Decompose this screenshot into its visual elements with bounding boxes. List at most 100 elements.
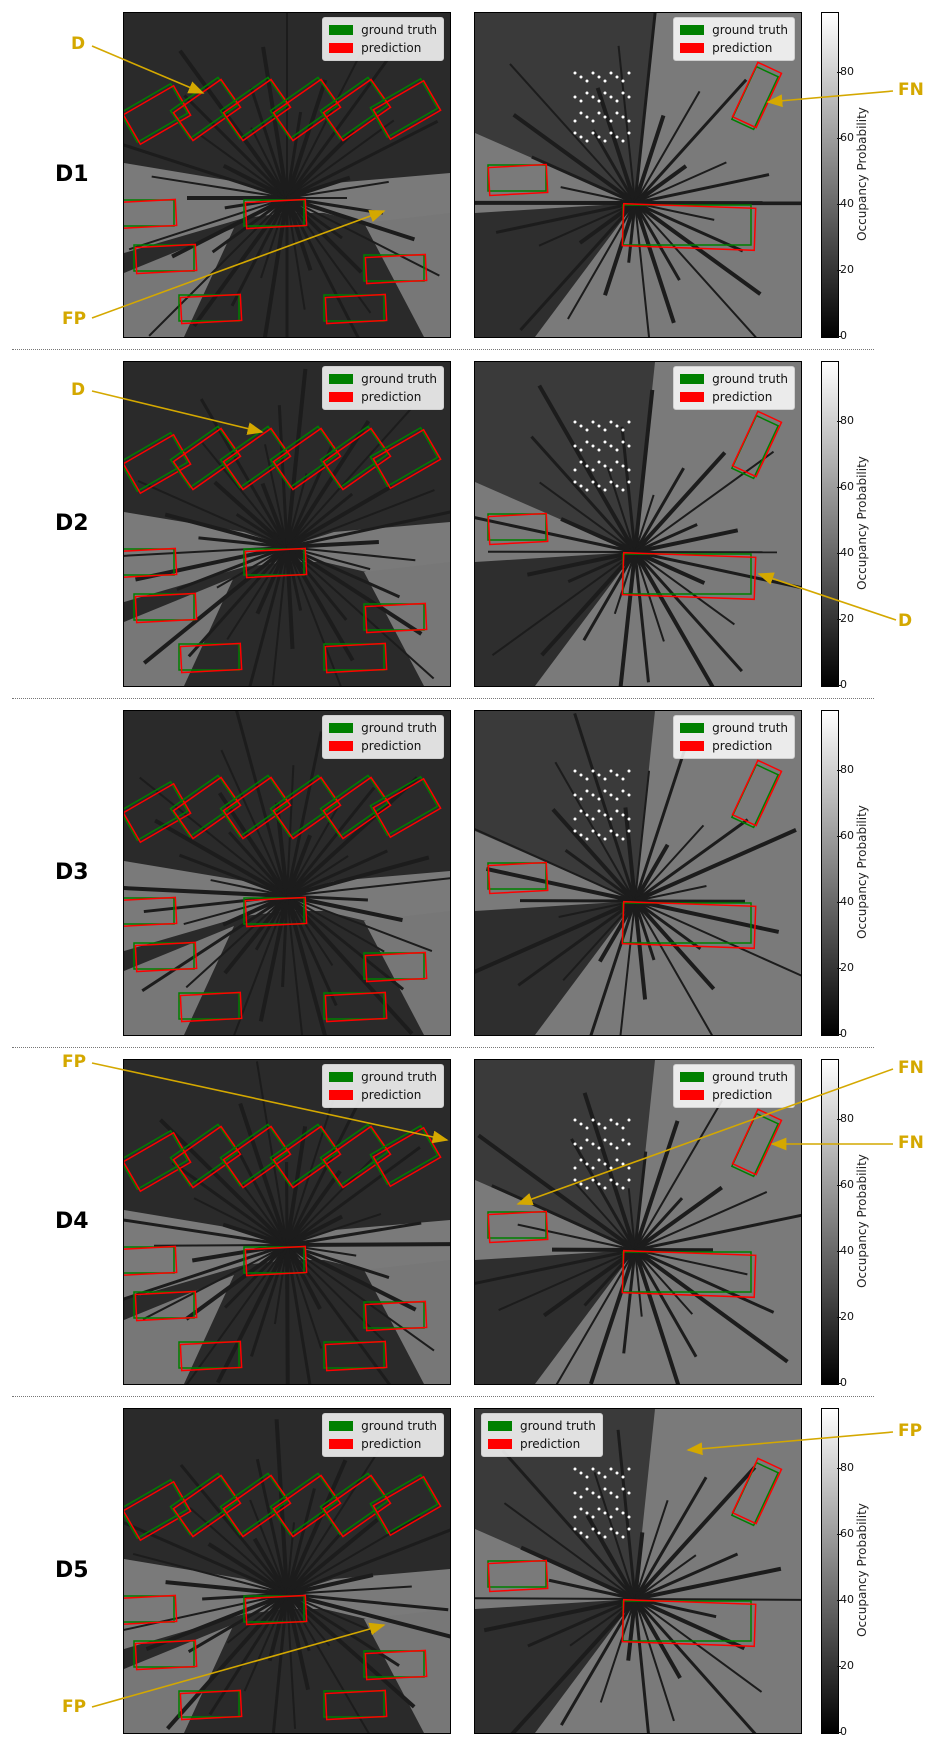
lidar-point [574,818,577,821]
lidar-point [616,810,619,813]
legend-swatch-red [680,1090,704,1100]
lidar-point [622,790,625,793]
legend-label: ground truth [520,1419,596,1433]
lidar-point [574,1143,577,1146]
lidar-point [598,834,601,837]
lidar-point [580,1183,583,1186]
lidar-point [628,794,631,797]
legend: ground truth prediction [322,1064,444,1108]
lidar-point [610,96,613,99]
lidar-point [622,465,625,468]
lidar-point [628,1528,631,1531]
lidar-point [604,814,607,817]
lidar-point [598,1123,601,1126]
lidar-point [580,1508,583,1511]
annotation-label: FN [898,1058,924,1078]
lidar-point [610,421,613,424]
map-canvas [124,362,450,686]
legend-label: prediction [712,1088,772,1102]
legend-item-prediction: prediction [488,1435,596,1453]
lidar-point [622,429,625,432]
lidar-point [610,481,613,484]
lidar-point [616,1159,619,1162]
annotation-label: FN [898,80,924,100]
lidar-point [622,140,625,143]
legend-item-ground-truth: ground truth [329,719,437,737]
lidar-ray [475,1598,635,1599]
lidar-point [586,429,589,432]
map-canvas [475,1060,801,1384]
lidar-point [592,794,595,797]
lidar-point [580,1472,583,1475]
row-d5: D5 ground truth prediction ground truth … [0,1396,931,1745]
lidar-point [622,1512,625,1515]
lidar-point [586,1127,589,1130]
lidar-point [610,445,613,448]
map-canvas [475,1409,801,1733]
lidar-point [622,441,625,444]
legend-label: ground truth [361,372,437,386]
lidar-point [616,425,619,428]
lidar-point [610,120,613,123]
lidar-point [616,112,619,115]
colorbar-tick-label: 0 [840,678,847,691]
lidar-point [592,1167,595,1170]
colorbar-tick-label: 80 [840,65,854,78]
colorbar-tick-label: 80 [840,414,854,427]
row-d1: D1 ground truth prediction ground truth … [0,0,931,349]
legend-label: ground truth [712,372,788,386]
lidar-point [604,838,607,841]
legend-item-ground-truth: ground truth [680,21,788,39]
lidar-point [616,449,619,452]
lidar-point [604,140,607,143]
legend-item-ground-truth: ground truth [329,21,437,39]
lidar-point [598,76,601,79]
lidar-point [628,818,631,821]
legend-swatch-red [680,43,704,53]
occupancy-map-right: ground truth prediction [474,1408,802,1734]
lidar-point [604,1488,607,1491]
lidar-point [610,1492,613,1495]
annotation-label: FP [898,1421,922,1441]
lidar-point [622,1127,625,1130]
lidar-point [574,96,577,99]
lidar-point [622,1139,625,1142]
legend-label: ground truth [712,1070,788,1084]
lidar-point [586,814,589,817]
legend-item-ground-truth: ground truth [329,1068,437,1086]
legend: ground truth prediction [673,17,795,61]
lidar-point [586,1488,589,1491]
legend-label: prediction [712,390,772,404]
lidar-point [604,116,607,119]
occupancy-map-left: ground truth prediction [123,1059,451,1385]
legend-item-prediction: prediction [680,388,788,406]
colorbar-tick-label: 60 [840,480,854,493]
lidar-point [610,1143,613,1146]
colorbar-label: Occupancy Probability [855,805,869,939]
lidar-point [628,770,631,773]
lidar-point [592,818,595,821]
lidar-point [622,1476,625,1479]
lidar-point [598,100,601,103]
lidar-point [580,485,583,488]
legend-item-ground-truth: ground truth [680,370,788,388]
lidar-point [586,1536,589,1539]
lidar-point [622,1187,625,1190]
legend-item-prediction: prediction [680,39,788,57]
lidar-point [574,770,577,773]
lidar-point [580,1496,583,1499]
lidar-point [622,1163,625,1166]
lidar-point [586,1139,589,1142]
lidar-point [628,445,631,448]
legend-item-ground-truth: ground truth [329,1417,437,1435]
lidar-point [580,425,583,428]
colorbar-tick-label: 60 [840,829,854,842]
lidar-ray [287,1245,288,1384]
colorbar-tick-label: 40 [840,1593,854,1606]
lidar-point [580,834,583,837]
annotation-label: FN [898,1133,924,1153]
lidar-point [580,136,583,139]
lidar-point [616,1123,619,1126]
lidar-point [574,1492,577,1495]
legend-swatch-green [680,374,704,384]
